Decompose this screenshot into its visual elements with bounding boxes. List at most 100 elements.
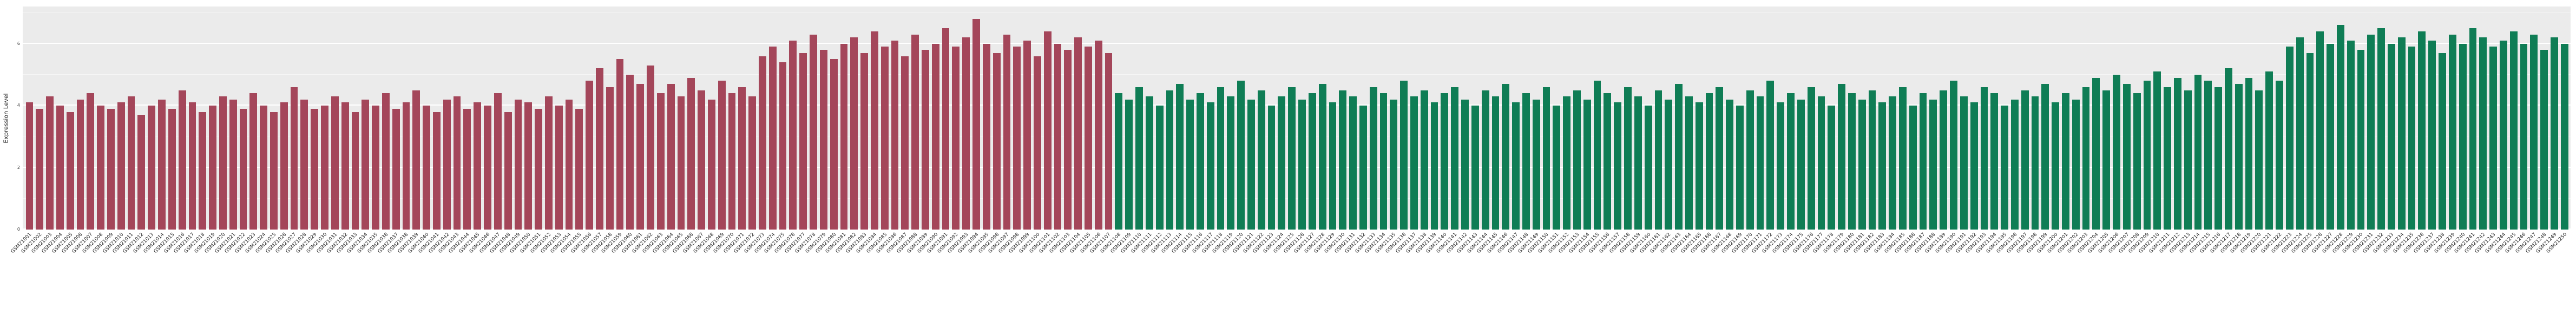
bar (850, 37, 858, 230)
bar (860, 53, 868, 230)
bar (1166, 90, 1174, 230)
bar (2357, 50, 2365, 230)
bar (1278, 96, 1286, 230)
bar (738, 87, 746, 230)
bar (463, 108, 471, 230)
bar (372, 106, 379, 230)
bar (1410, 96, 1418, 230)
bar (46, 96, 54, 230)
bar (647, 65, 654, 230)
bar (931, 43, 939, 230)
bar (1797, 99, 1805, 230)
bar (1033, 56, 1041, 230)
bar (321, 106, 328, 230)
bar (158, 99, 166, 230)
bar (2408, 47, 2416, 230)
bar (1868, 90, 1876, 230)
x-tick: GSM21250 (2545, 231, 2570, 313)
bar (1817, 96, 1825, 230)
bar (2499, 40, 2507, 230)
bar (2388, 43, 2395, 230)
bar (2143, 81, 2151, 230)
bar (1726, 99, 1733, 230)
bar (2041, 84, 2049, 230)
bar (2276, 81, 2283, 230)
bar (1115, 93, 1123, 230)
bar (504, 112, 512, 230)
bar (922, 50, 929, 230)
bar (1257, 90, 1265, 230)
bar (1349, 96, 1357, 230)
bar (1583, 99, 1591, 230)
bar (1878, 102, 1887, 230)
bar (1176, 84, 1184, 230)
bar (423, 106, 430, 230)
bar (1359, 106, 1367, 230)
bar (982, 43, 990, 230)
bar (1105, 53, 1113, 230)
bar (1665, 99, 1673, 230)
bar (677, 96, 685, 230)
bar (687, 77, 695, 230)
bar (1013, 47, 1021, 230)
bar (2540, 50, 2548, 230)
bar (1675, 84, 1683, 230)
bar (1929, 99, 1937, 230)
bar (392, 108, 400, 230)
bar (993, 53, 1001, 230)
bar (2235, 84, 2243, 230)
bar (2194, 74, 2202, 230)
bar (748, 96, 756, 230)
bar (942, 28, 950, 230)
bar (1604, 93, 1612, 230)
bar (1512, 102, 1520, 230)
bar (341, 102, 349, 230)
bar (1064, 50, 1072, 230)
bar (1919, 93, 1927, 230)
bars-container (23, 6, 2571, 230)
bar (1553, 106, 1561, 230)
bar (1237, 81, 1245, 230)
bar (2133, 93, 2141, 230)
bar (1828, 106, 1836, 230)
bar (2560, 43, 2568, 230)
bar (1451, 87, 1459, 230)
bar (1420, 90, 1428, 230)
bar (2551, 37, 2558, 230)
bar (260, 106, 267, 230)
bar (2164, 87, 2171, 230)
bar (2092, 77, 2100, 230)
bar (2122, 84, 2131, 230)
bar (535, 108, 542, 230)
bar (209, 106, 216, 230)
y-tick-label: 4 (17, 103, 20, 108)
gridline-minor (23, 198, 2571, 199)
bar (1736, 106, 1744, 230)
bar (2397, 37, 2406, 230)
bar (2306, 53, 2314, 230)
bar (586, 81, 593, 230)
y-tick-label: 0 (17, 227, 20, 232)
bar (759, 56, 766, 230)
bar (2265, 71, 2273, 230)
bar (2225, 68, 2232, 230)
gridline-minor (23, 74, 2571, 75)
bar (1634, 96, 1642, 230)
bar (2113, 74, 2120, 230)
bar (789, 40, 797, 230)
bar (87, 93, 95, 230)
bar (453, 96, 461, 230)
bar (1889, 96, 1896, 230)
bar (1654, 90, 1662, 230)
bar (779, 62, 787, 230)
y-tick-label: 2 (17, 165, 20, 170)
bar (514, 99, 522, 230)
bar (331, 96, 339, 230)
bar (891, 40, 899, 230)
bar (1614, 102, 1622, 230)
bar (1858, 99, 1866, 230)
bar (2459, 43, 2467, 230)
bar (1054, 43, 1062, 230)
bar (494, 93, 502, 230)
